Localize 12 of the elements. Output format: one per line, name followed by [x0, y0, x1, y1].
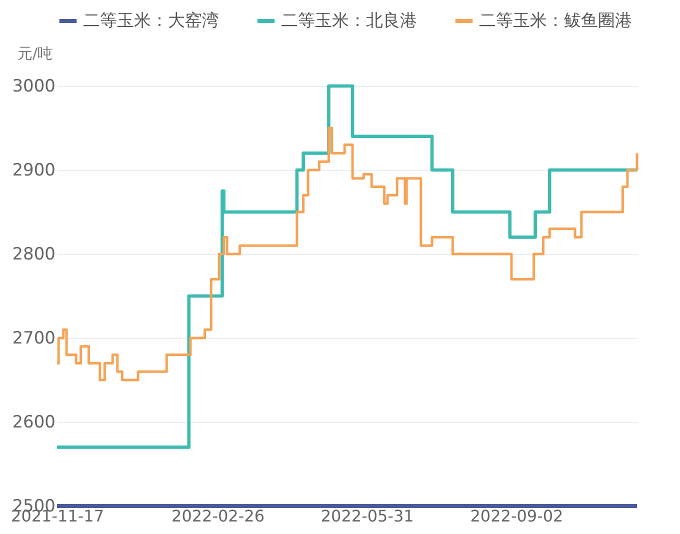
legend-label: 二等玉米：大窑湾: [83, 11, 219, 31]
x-tick-label: 2022-05-31: [320, 506, 414, 526]
y-tick-label: 2600: [12, 412, 56, 432]
y-tick-label: 2800: [12, 244, 56, 264]
legend-label: 二等玉米：鲅鱼圈港: [479, 11, 632, 31]
legend-label: 二等玉米：北良港: [281, 11, 417, 31]
y-tick-label: 3000: [12, 76, 56, 96]
x-tick-label: 2022-09-02: [470, 506, 564, 526]
y-axis-title: 元/吨: [18, 44, 53, 62]
x-tick-label: 2022-02-26: [172, 506, 264, 526]
y-tick-label: 2900: [12, 160, 56, 180]
y-tick-label: 2700: [12, 328, 56, 348]
